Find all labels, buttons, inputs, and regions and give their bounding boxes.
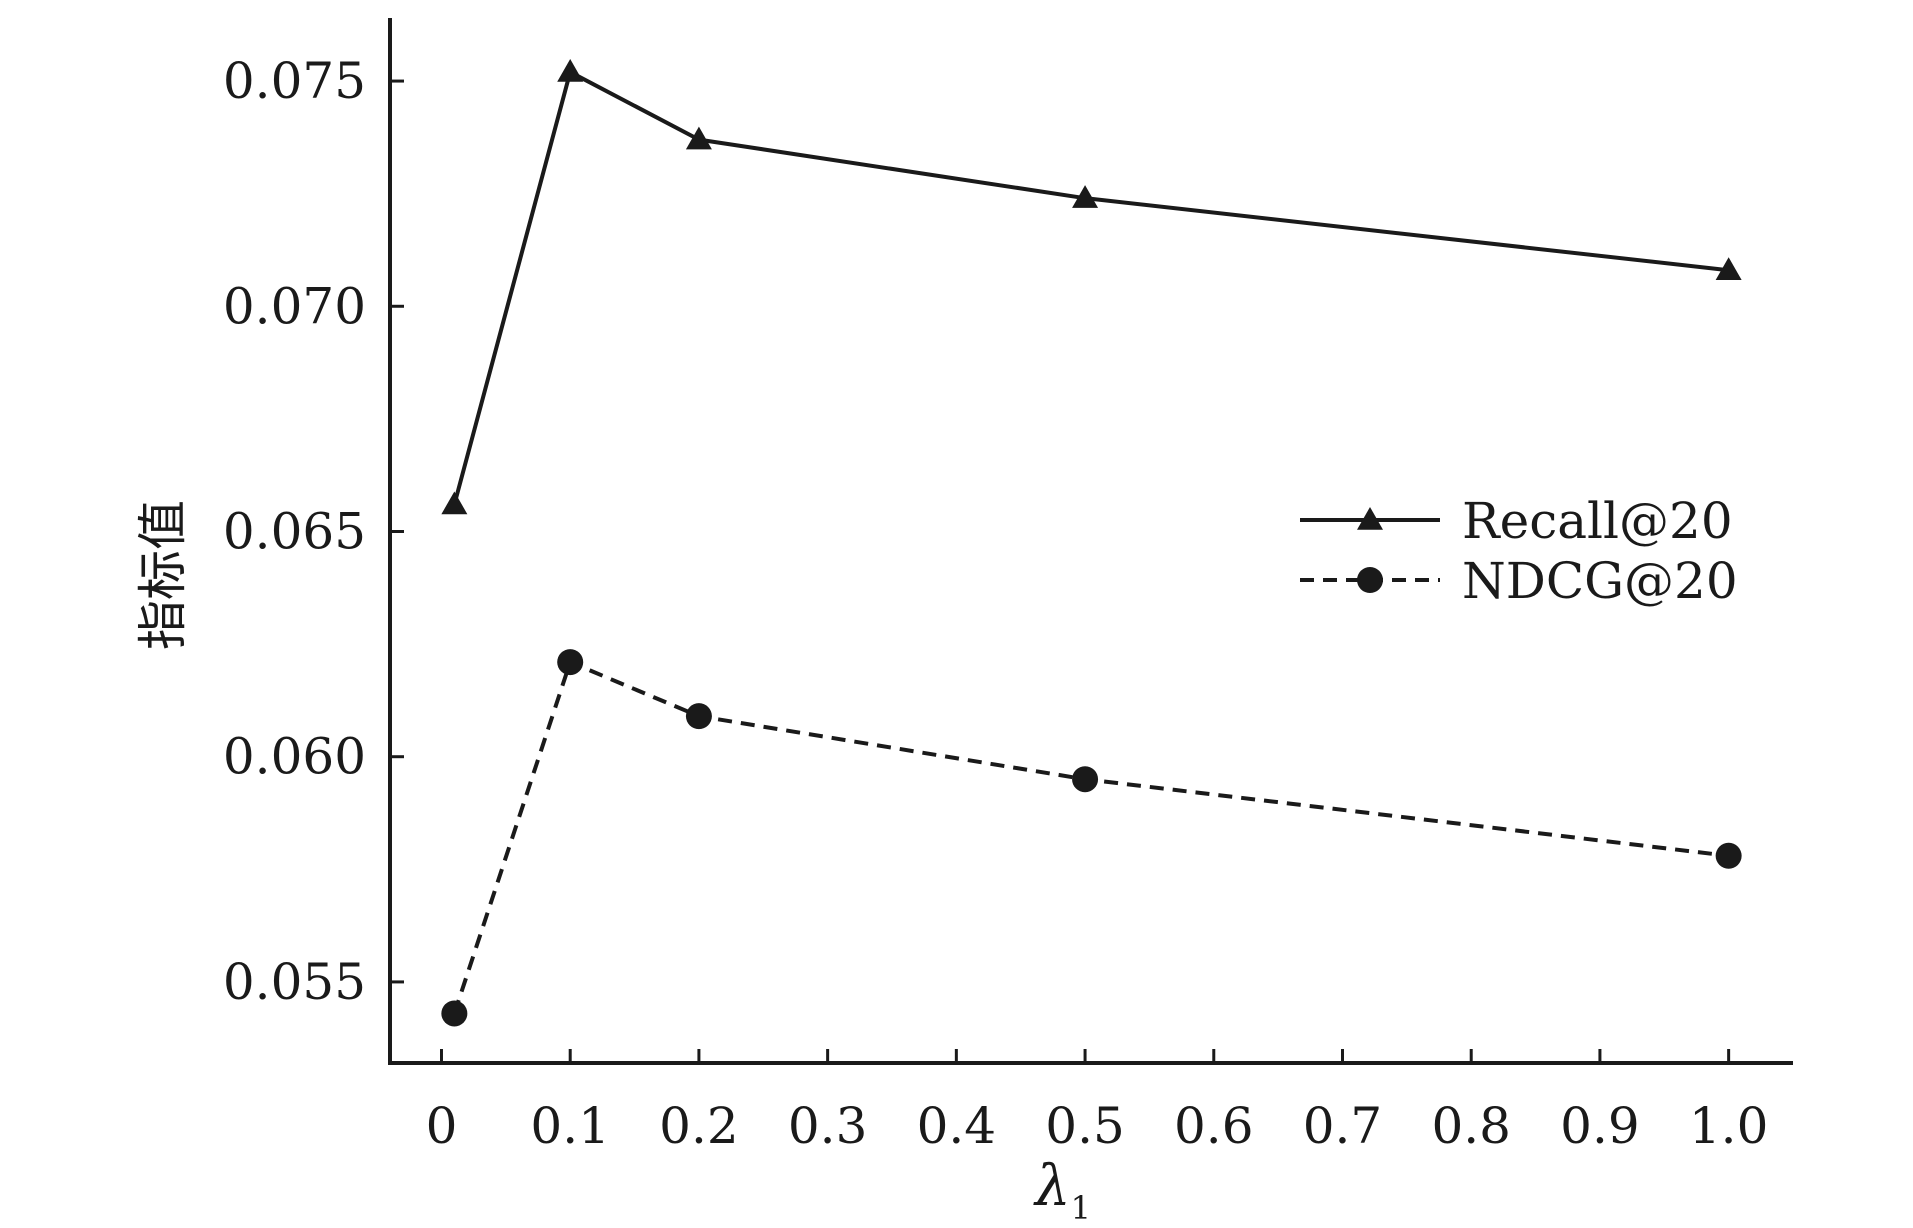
data-point-recall-20: [557, 59, 584, 82]
data-point-ndcg-20: [685, 703, 712, 730]
x-tick-label: 0: [426, 1097, 458, 1155]
y-tick-label: 0.070: [223, 277, 366, 335]
x-tick-label: 0.1: [530, 1097, 610, 1155]
legend-marker-ndcg-20: [1357, 567, 1383, 593]
y-tick-label: 0.055: [223, 953, 366, 1011]
series-ndcg-20: [441, 649, 1742, 1027]
x-tick-label: 0.7: [1303, 1097, 1383, 1155]
x-axis-label: λ1: [1033, 1154, 1091, 1227]
legend-label-recall-20: Recall@20: [1462, 492, 1733, 550]
data-point-recall-20: [685, 126, 712, 150]
axes: [388, 18, 1793, 1065]
data-point-ndcg-20: [1072, 766, 1099, 793]
x-tick-label: 0.9: [1560, 1097, 1640, 1155]
y-axis-label: 指标值: [134, 500, 192, 650]
series-line-recall-20: [452, 70, 1729, 505]
legend-label-ndcg-20: NDCG@20: [1462, 552, 1738, 610]
x-tick-label: 0.3: [788, 1097, 868, 1155]
y-tick-label: 0.075: [223, 52, 366, 110]
x-tick-label: 1.0: [1689, 1097, 1769, 1155]
data-point-recall-20: [1072, 185, 1099, 208]
data-point-ndcg-20: [1715, 842, 1742, 869]
x-axis-label-symbol: λ: [1033, 1154, 1071, 1219]
data-point-ndcg-20: [441, 1000, 468, 1027]
x-axis-label-subscript: 1: [1071, 1189, 1091, 1227]
series-line-ndcg-20: [452, 660, 1729, 1015]
legend-marker-recall-20: [1357, 507, 1383, 530]
legend-item-recall-20: Recall@20: [1300, 492, 1733, 550]
x-tick-label: 0.2: [659, 1097, 739, 1155]
y-tick-label: 0.065: [223, 502, 366, 560]
y-axis-ticks: 0.055 0.060 0.065 0.070 0.075: [223, 52, 404, 1011]
x-tick-label: 0.4: [917, 1097, 997, 1155]
x-axis-ticks: 0 0.1 0.2 0.3 0.4 0.5 0.6 0.7 0.8 0.9 1.0: [426, 1049, 1769, 1155]
x-tick-label: 0.5: [1045, 1097, 1125, 1155]
y-tick-label: 0.060: [223, 728, 366, 786]
data-point-recall-20: [441, 491, 468, 515]
legend-item-ndcg-20: NDCG@20: [1300, 552, 1738, 610]
series-recall-20: [441, 59, 1742, 515]
x-tick-label: 0.8: [1431, 1097, 1511, 1155]
x-tick-label: 0.6: [1174, 1097, 1254, 1155]
data-point-recall-20: [1715, 257, 1742, 280]
data-point-ndcg-20: [557, 649, 584, 676]
series-layer: [441, 59, 1742, 1027]
